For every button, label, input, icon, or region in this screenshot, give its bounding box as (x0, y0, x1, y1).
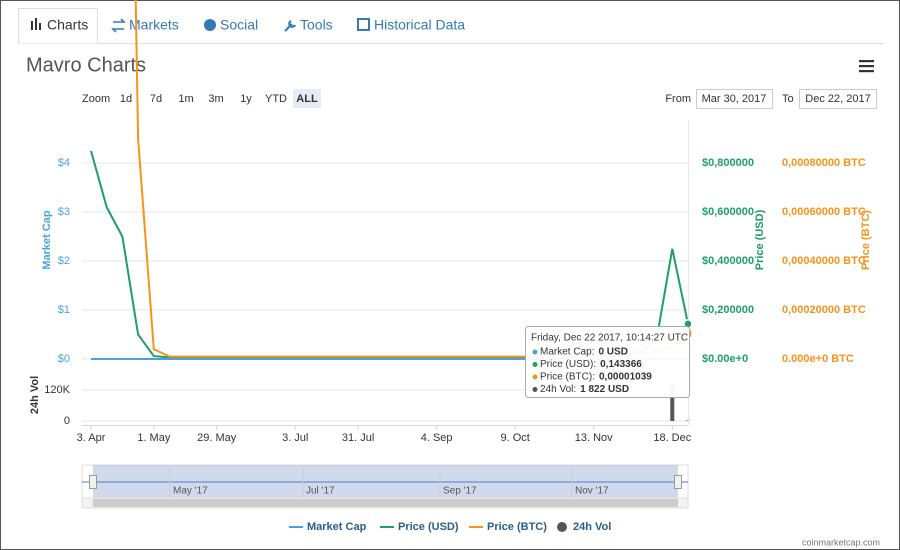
navigator-label: Sep '17 (443, 486, 477, 497)
tick-label: 0,00060000 BTC (782, 206, 866, 218)
zoom-button[interactable]: 1y (240, 93, 252, 105)
axis-label: Price (USD) (754, 209, 766, 270)
tick-label: $3 (58, 206, 70, 218)
tooltip-value: 0,00001039 (599, 372, 652, 383)
tooltip-value: 0,143366 (600, 359, 642, 370)
tab[interactable]: Historical Data (374, 17, 465, 33)
from-date: Mar 30, 2017 (702, 93, 767, 105)
navigator-label: Jul '17 (306, 486, 335, 497)
tab-icon (31, 18, 41, 30)
x-tick-label: 9. Oct (501, 432, 530, 444)
axis-label: Market Cap (41, 210, 53, 270)
tooltip-value: 0 USD (598, 347, 627, 358)
legend-symbol (557, 522, 567, 532)
tick-label: 120K (44, 384, 70, 396)
scrollbar-thumb[interactable] (93, 499, 678, 507)
zoom-active-bg (293, 89, 321, 108)
tooltip-title: Friday, Dec 22 2017, 10:14:27 UTC (531, 333, 688, 344)
tooltip (525, 326, 690, 398)
to-input[interactable] (799, 89, 877, 109)
zoom-button[interactable]: 3m (208, 93, 223, 105)
tick-label: $4 (58, 157, 70, 169)
x-tick-label: 29. May (197, 432, 237, 444)
legend-label[interactable]: Market Cap (307, 521, 367, 533)
x-tick-label: 13. Nov (575, 432, 613, 444)
tooltip-label: Price (USD): (540, 359, 596, 370)
tick-label: $0,200000 (702, 304, 754, 316)
tick-label: 0 (64, 415, 70, 427)
navigator-label: May '17 (173, 486, 208, 497)
x-tick-label: 3. Jul (282, 432, 308, 444)
tooltip-label: 24h Vol: (540, 384, 576, 395)
tabs: Charts Markets Social Tools Historical D… (31, 17, 465, 33)
axis-label: Price (BTC) (860, 210, 872, 270)
tooltip-bullet (532, 362, 538, 367)
x-tick-label: 1. May (137, 432, 171, 444)
zoom-button[interactable]: YTD (265, 93, 287, 105)
from-label: From (665, 93, 691, 105)
tick-label: $0.00e+0 (702, 353, 748, 365)
tick-label: $0,800000 (702, 157, 754, 169)
tooltip-bullet (532, 387, 538, 392)
tick-label: 0,00040000 BTC (782, 255, 866, 267)
menu-icon[interactable] (859, 60, 874, 73)
tab[interactable]: Social (220, 17, 258, 33)
tab-icon (111, 18, 126, 33)
tick-label: $0 (58, 353, 70, 365)
tab[interactable]: Markets (129, 17, 179, 33)
tick-label: $1 (58, 304, 70, 316)
tooltip-bullet (532, 349, 538, 355)
to-label: To (782, 93, 794, 105)
tooltip-label: Market Cap: (540, 347, 594, 358)
tooltip-bullet (532, 374, 538, 380)
tab-icon (204, 19, 216, 31)
tab-icon (284, 20, 296, 32)
x-tick-label: 31. Jul (342, 432, 374, 444)
legend-label[interactable]: 24h Vol (573, 521, 611, 533)
x-tick-label: 3. Apr (77, 432, 106, 444)
tick-label: 0,00020000 BTC (782, 304, 866, 316)
credit: coinmarketcap.com (802, 537, 880, 547)
tooltip-value: 1 822 USD (580, 384, 629, 395)
from-input[interactable] (696, 89, 773, 109)
tick-label: $2 (58, 255, 70, 267)
x-tick-label: 18. Dec (653, 432, 691, 444)
heading: Mavro Charts (26, 54, 146, 76)
tab-icon (357, 18, 370, 31)
zoom-label: Zoom (82, 93, 110, 105)
x-tick-label: 4. Sep (421, 432, 453, 444)
tab[interactable]: Tools (300, 17, 333, 33)
tick-label: $0,600000 (702, 206, 754, 218)
tab[interactable]: Charts (47, 17, 88, 33)
volume-bar (670, 384, 675, 421)
legend-label[interactable]: Price (USD) (398, 521, 459, 533)
to-date: Dec 22, 2017 (805, 93, 870, 105)
active-tab-border (18, 8, 98, 44)
tick-label: 0.000e+0 BTC (782, 353, 854, 365)
navigator-handle[interactable] (674, 475, 682, 489)
navigator-handle[interactable] (89, 475, 97, 489)
tooltip-label: Price (BTC): (540, 372, 595, 383)
tick-label: $0,400000 (702, 255, 754, 267)
navigator-label: Nov '17 (575, 486, 609, 497)
zoom-button[interactable]: 1m (178, 93, 193, 105)
zoom-button[interactable]: ALL (296, 93, 318, 105)
axis-label: 24h Vol (29, 376, 41, 414)
tick-label: 0,00080000 BTC (782, 157, 866, 169)
zoom-button[interactable]: 1d (120, 93, 132, 105)
zoom-button[interactable]: 7d (150, 93, 162, 105)
legend-label[interactable]: Price (BTC) (487, 521, 547, 533)
